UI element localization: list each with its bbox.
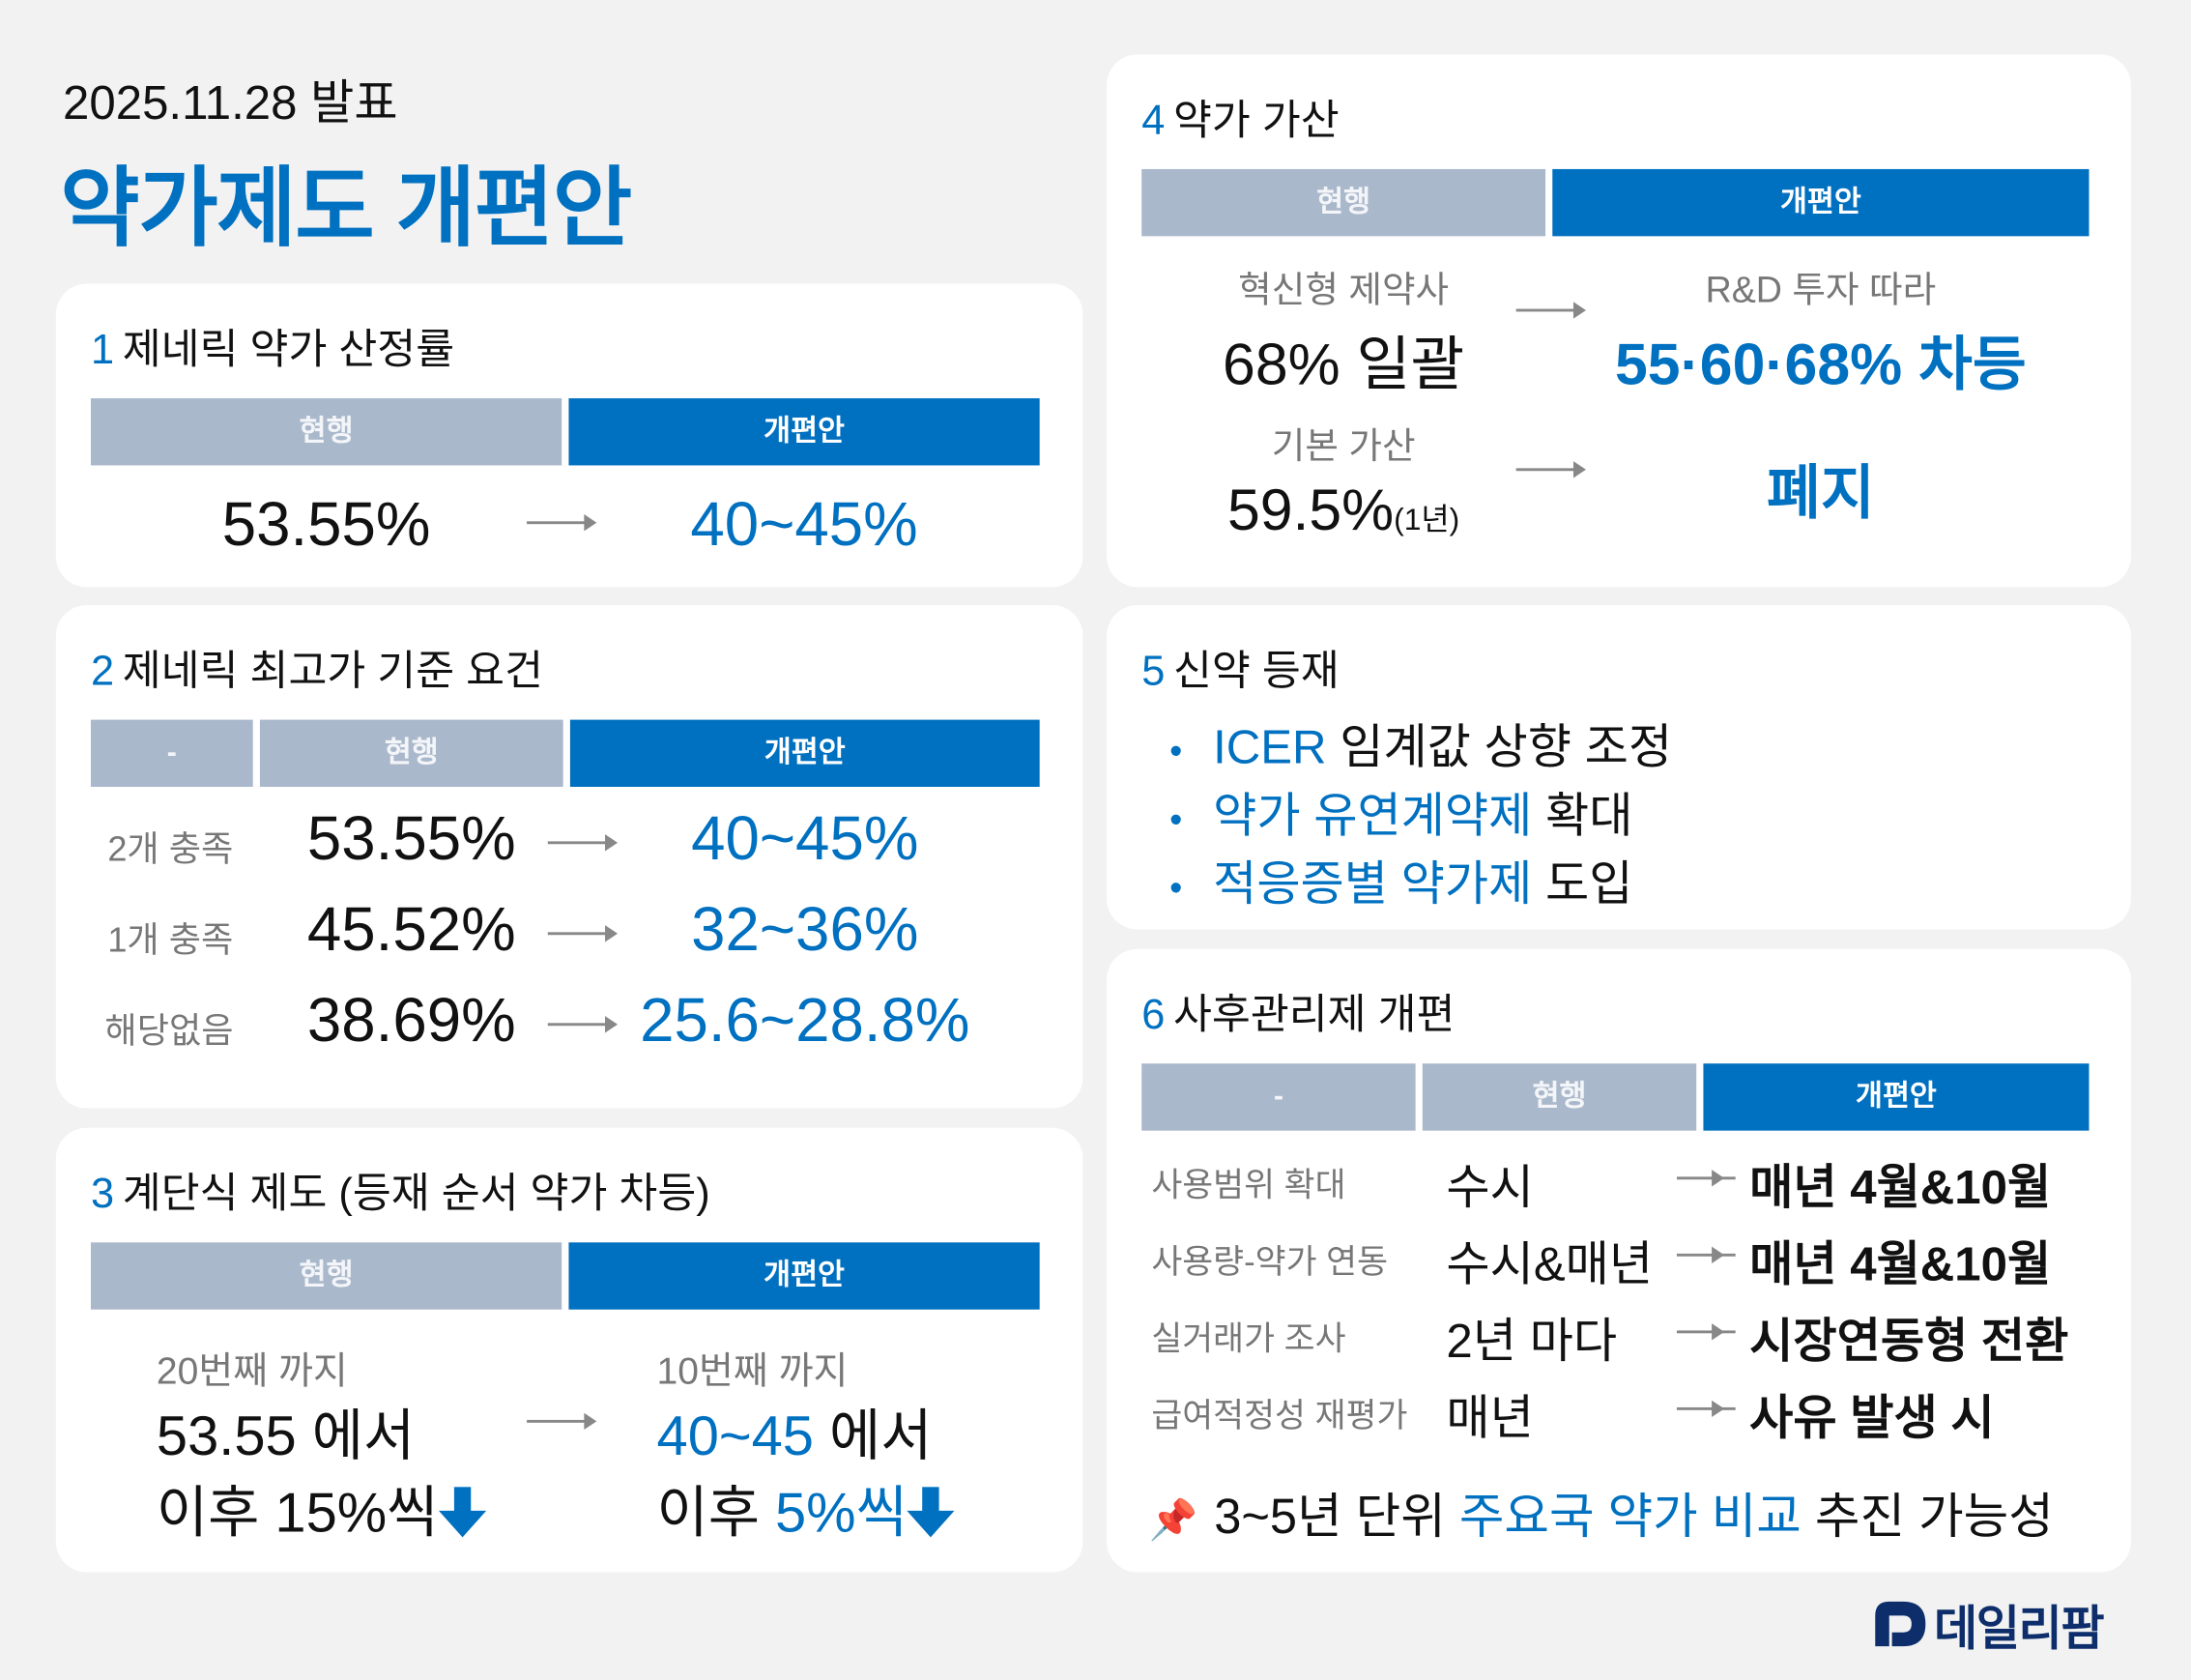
current-value: 53.55%: [306, 804, 516, 874]
dailypharm-logo: 데일리팜: [1872, 1596, 2105, 1656]
row-label: 급여적정성 재평가: [1151, 1397, 1408, 1435]
section-heading: 4 약가 가산: [1141, 98, 1340, 144]
column-reform: 개편안: [568, 398, 1040, 466]
arrow-right-icon: [1676, 1245, 1736, 1264]
row-label: 2개 충족: [107, 829, 234, 870]
section-heading: 5 신약 등재: [1141, 648, 1340, 695]
column-reform: 개편안: [568, 1242, 1040, 1310]
current-line2: 이후 15%씩: [157, 1467, 486, 1549]
current-subtitle: 20번째 까지: [156, 1349, 348, 1393]
column-current: 현행: [1141, 168, 1546, 237]
card-generic-max-price: 2 제네릭 최고가 기준 요건 - 현행 개편안 2개 충족 53.55% 40~…: [55, 605, 1083, 1109]
reform-value: 32~36%: [691, 895, 919, 965]
logo-mark-icon: [1875, 1601, 1926, 1647]
note: 📌 3~5년 단위 주요국 약가 비교 추진 가능성: [1148, 1490, 2054, 1545]
row-label: 실거래가 조사: [1151, 1320, 1346, 1359]
reform-value: 40~45%: [690, 490, 918, 560]
card-new-drug-listing: 5 신약 등재 • ICER 임계값 상향 조정 • 약가 유연계약제 확대 • 적응증…: [1107, 605, 2131, 930]
reform-value: 55·60·68% 차등: [1615, 331, 2027, 397]
reform-value: 폐지: [1767, 459, 1875, 526]
arrow-right-icon: [527, 1411, 597, 1431]
row-label: 사용범위 확대: [1151, 1167, 1346, 1205]
row-label: 1개 충족: [107, 920, 234, 961]
bullet-item: • 적응증별 약가제 도입: [1169, 857, 1633, 912]
arrow-right-icon: [547, 924, 619, 943]
arrow-right-icon: [1676, 1399, 1736, 1418]
row-label: 혁신형 제약사: [1238, 268, 1450, 310]
column-current: 현행: [259, 719, 563, 787]
arrow-right-icon: [1515, 460, 1586, 479]
arrow-right-icon: [527, 513, 597, 533]
reform-line2: 이후 5%씩: [657, 1467, 955, 1549]
column-current: 현행: [90, 398, 562, 466]
current-value: 68% 일괄: [1223, 331, 1465, 397]
current-value: 38.69%: [306, 986, 516, 1056]
arrow-down-icon: [907, 1487, 955, 1538]
card-tiered-system: 3 계단식 제도 (등재 순서 약가 차등) 현행 개편안 20번째 까지 53.…: [55, 1127, 1083, 1573]
reform-line1: 40~45 에서: [656, 1405, 933, 1468]
section-heading: 6 사후관리제 개편: [1141, 992, 1456, 1039]
card-price-premium: 4 약가 가산 현행 개편안 혁신형 제약사 68% 일괄 R&D 투자 따라 5…: [1107, 54, 2131, 588]
column-reform: 개편안: [569, 719, 1040, 787]
current-value: 매년: [1446, 1392, 1534, 1445]
current-value: 수시: [1446, 1161, 1534, 1215]
arrow-right-icon: [1515, 301, 1586, 320]
arrow-right-icon: [547, 833, 619, 853]
reform-value: 40~45%: [691, 804, 919, 874]
section-heading: 3 계단식 제도 (등재 순서 약가 차등): [90, 1171, 710, 1218]
section-heading: 2 제네릭 최고가 기준 요건: [90, 648, 543, 695]
page-title: 약가제도 개편안: [60, 160, 632, 258]
card-post-management: 6 사후관리제 개편 - 현행 개편안 사용범위 확대 수시 매년 4월&10월 …: [1107, 948, 2131, 1573]
pushpin-icon: 📌: [1148, 1497, 1197, 1542]
reform-value: 매년 4월&10월: [1749, 1161, 2052, 1215]
reform-subtitle: 10번째 까지: [656, 1349, 849, 1393]
column-current: 현행: [1422, 1063, 1697, 1131]
reform-value: 25.6~28.8%: [640, 986, 970, 1056]
row-label: 해당없음: [104, 1011, 234, 1052]
reform-value: 사유 발생 시: [1749, 1392, 1995, 1445]
reform-label: R&D 투자 따라: [1705, 268, 1937, 310]
announcement-date: 2025.11.28 발표: [63, 76, 398, 130]
column-reform: 개편안: [1552, 168, 2090, 237]
current-value: 59.5%(1년): [1226, 477, 1460, 542]
card-generic-price-rate: 1 제네릭 약가 산정률 현행 개편안 53.55% 40~45%: [55, 283, 1083, 588]
section-heading: 1 제네릭 약가 산정률: [90, 327, 455, 374]
current-value: 2년 마다: [1446, 1315, 1618, 1369]
row-label: 사용량-약가 연동: [1151, 1243, 1389, 1282]
arrow-down-icon: [438, 1487, 486, 1538]
current-value: 수시&매년: [1446, 1237, 1654, 1291]
row-label: 기본 가산: [1271, 424, 1416, 467]
column-current: 현행: [90, 1242, 562, 1310]
arrow-right-icon: [1676, 1322, 1736, 1342]
column-reform: 개편안: [1703, 1063, 2090, 1131]
arrow-right-icon: [1676, 1169, 1736, 1188]
bullet-item: • 약가 유연계약제 확대: [1169, 789, 1633, 843]
column-dash: -: [90, 719, 253, 787]
current-value: 53.55%: [221, 490, 431, 560]
current-value: 45.52%: [306, 895, 516, 965]
arrow-right-icon: [547, 1015, 619, 1034]
reform-value: 시장연동형 전환: [1749, 1315, 2069, 1369]
current-line1: 53.55 에서: [156, 1405, 416, 1468]
column-dash: -: [1141, 1063, 1416, 1131]
bullet-item: • ICER 임계값 상향 조정: [1169, 721, 1673, 774]
reform-value: 매년 4월&10월: [1749, 1237, 2052, 1291]
